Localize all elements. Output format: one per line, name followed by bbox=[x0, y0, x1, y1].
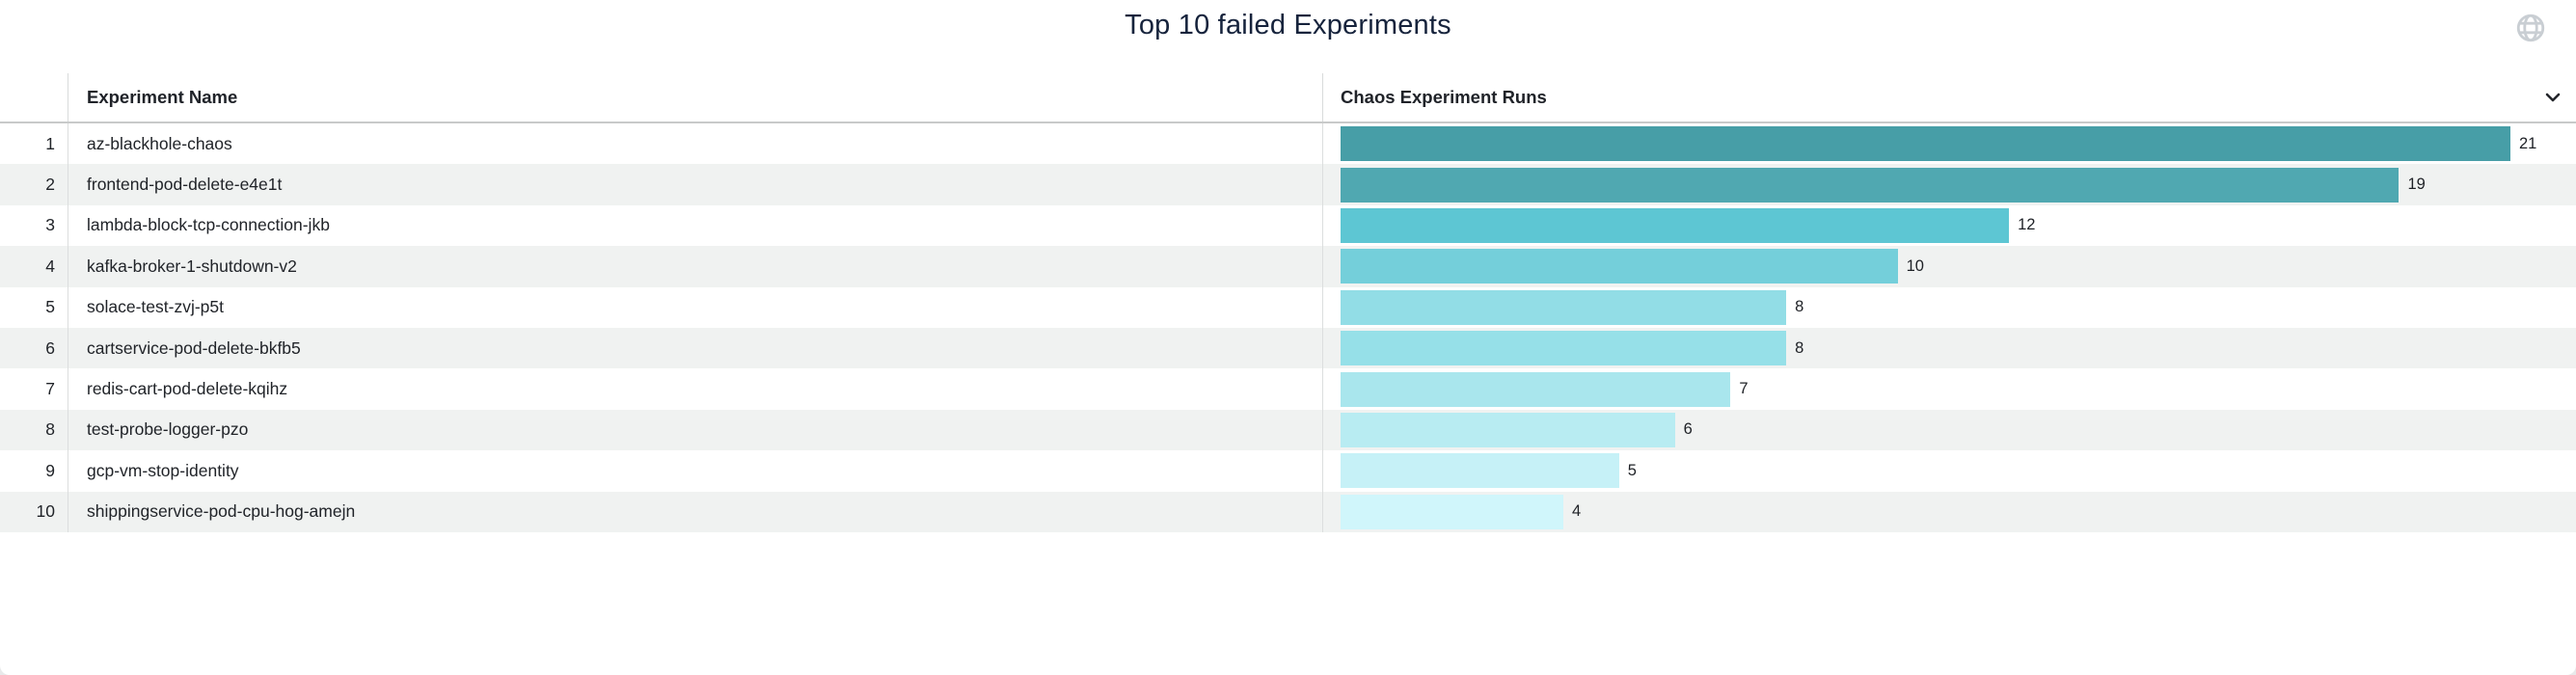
table-header-row: Experiment Name Chaos Experiment Runs bbox=[0, 73, 2576, 123]
row-rank: 10 bbox=[0, 491, 68, 532]
experiment-name-cell: gcp-vm-stop-identity bbox=[68, 450, 1323, 492]
experiment-runs-value: 12 bbox=[2018, 216, 2036, 234]
chaos-experiment-runs-column-label: Chaos Experiment Runs bbox=[1341, 87, 1547, 107]
experiment-name-cell: shippingservice-pod-cpu-hog-amejn bbox=[68, 491, 1323, 532]
experiment-runs-cell: 7 bbox=[1323, 368, 2576, 409]
table-row[interactable]: 10 shippingservice-pod-cpu-hog-amejn 4 bbox=[0, 491, 2576, 532]
experiment-name-cell: redis-cart-pod-delete-kqihz bbox=[68, 368, 1323, 410]
experiment-runs-bar bbox=[1341, 249, 1898, 284]
rank-column-header bbox=[0, 73, 68, 122]
chaos-experiment-runs-column-header[interactable]: Chaos Experiment Runs bbox=[1323, 73, 2576, 122]
experiment-runs-value: 8 bbox=[1795, 298, 1804, 316]
experiment-runs-bar bbox=[1341, 453, 1619, 489]
row-rank: 2 bbox=[0, 164, 68, 205]
table-row[interactable]: 7 redis-cart-pod-delete-kqihz 7 bbox=[0, 368, 2576, 410]
table-row[interactable]: 6 cartservice-pod-delete-bkfb5 8 bbox=[0, 327, 2576, 369]
row-rank: 4 bbox=[0, 246, 68, 287]
experiment-name-cell: kafka-broker-1-shutdown-v2 bbox=[68, 246, 1323, 287]
experiment-runs-value: 5 bbox=[1627, 461, 1637, 479]
experiment-runs-cell: 10 bbox=[1323, 246, 2576, 286]
experiment-runs-cell: 21 bbox=[1323, 123, 2576, 164]
row-rank: 5 bbox=[0, 286, 68, 328]
experiment-name-cell: test-probe-logger-pzo bbox=[68, 409, 1323, 451]
experiment-name-cell: lambda-block-tcp-connection-jkb bbox=[68, 204, 1323, 247]
experiment-runs-cell: 19 bbox=[1323, 164, 2576, 204]
experiment-runs-value: 21 bbox=[2518, 134, 2537, 152]
experiment-name-column-header[interactable]: Experiment Name bbox=[68, 73, 1323, 122]
experiment-runs-bar bbox=[1341, 289, 1787, 325]
experiment-runs-cell: 8 bbox=[1323, 328, 2576, 368]
table-row[interactable]: 3 lambda-block-tcp-connection-jkb 12 bbox=[0, 204, 2576, 247]
panel-header: Top 10 failed Experiments bbox=[0, 0, 2576, 73]
table-body: 1 az-blackhole-chaos 21 2 frontend-pod-d… bbox=[0, 123, 2576, 532]
row-rank: 1 bbox=[0, 123, 68, 165]
experiment-runs-value: 7 bbox=[1739, 380, 1749, 398]
experiment-runs-cell: 6 bbox=[1323, 410, 2576, 450]
experiment-runs-bar bbox=[1341, 126, 2510, 162]
experiment-name-cell: cartservice-pod-delete-bkfb5 bbox=[68, 327, 1323, 369]
experiment-runs-cell: 5 bbox=[1323, 450, 2576, 491]
table-row[interactable]: 9 gcp-vm-stop-identity 5 bbox=[0, 450, 2576, 492]
table-row[interactable]: 5 solace-test-zvj-p5t 8 bbox=[0, 286, 2576, 328]
experiment-runs-cell: 8 bbox=[1323, 287, 2576, 328]
experiment-name-cell: frontend-pod-delete-e4e1t bbox=[68, 164, 1323, 205]
row-rank: 8 bbox=[0, 409, 68, 451]
row-rank: 9 bbox=[0, 450, 68, 492]
experiment-runs-value: 10 bbox=[1906, 256, 1924, 275]
experiment-runs-value: 19 bbox=[2407, 176, 2426, 194]
experiments-table: Experiment Name Chaos Experiment Runs 1 … bbox=[0, 73, 2576, 532]
experiment-runs-bar bbox=[1341, 207, 2010, 243]
experiment-runs-bar bbox=[1341, 331, 1787, 366]
row-rank: 3 bbox=[0, 204, 68, 247]
experiment-runs-cell: 12 bbox=[1323, 205, 2576, 246]
experiment-runs-value: 8 bbox=[1795, 338, 1804, 357]
experiment-runs-bar bbox=[1341, 371, 1731, 407]
panel-title: Top 10 failed Experiments bbox=[1125, 10, 1451, 40]
table-row[interactable]: 2 frontend-pod-delete-e4e1t 19 bbox=[0, 164, 2576, 205]
globe-icon[interactable] bbox=[2514, 12, 2547, 44]
table-row[interactable]: 1 az-blackhole-chaos 21 bbox=[0, 123, 2576, 165]
experiment-name-cell: solace-test-zvj-p5t bbox=[68, 286, 1323, 328]
row-rank: 6 bbox=[0, 327, 68, 369]
row-rank: 7 bbox=[0, 368, 68, 410]
chevron-down-icon[interactable] bbox=[2541, 86, 2564, 109]
experiment-name-column-label: Experiment Name bbox=[87, 87, 238, 107]
table-row[interactable]: 4 kafka-broker-1-shutdown-v2 10 bbox=[0, 246, 2576, 287]
experiment-runs-bar bbox=[1341, 494, 1564, 529]
experiment-runs-cell: 4 bbox=[1323, 492, 2576, 532]
experiment-runs-bar bbox=[1341, 412, 1675, 447]
experiment-runs-value: 6 bbox=[1683, 420, 1693, 439]
experiment-runs-value: 4 bbox=[1572, 502, 1582, 521]
experiment-name-cell: az-blackhole-chaos bbox=[68, 123, 1323, 165]
experiment-runs-bar bbox=[1341, 167, 2400, 202]
table-row[interactable]: 8 test-probe-logger-pzo 6 bbox=[0, 409, 2576, 451]
